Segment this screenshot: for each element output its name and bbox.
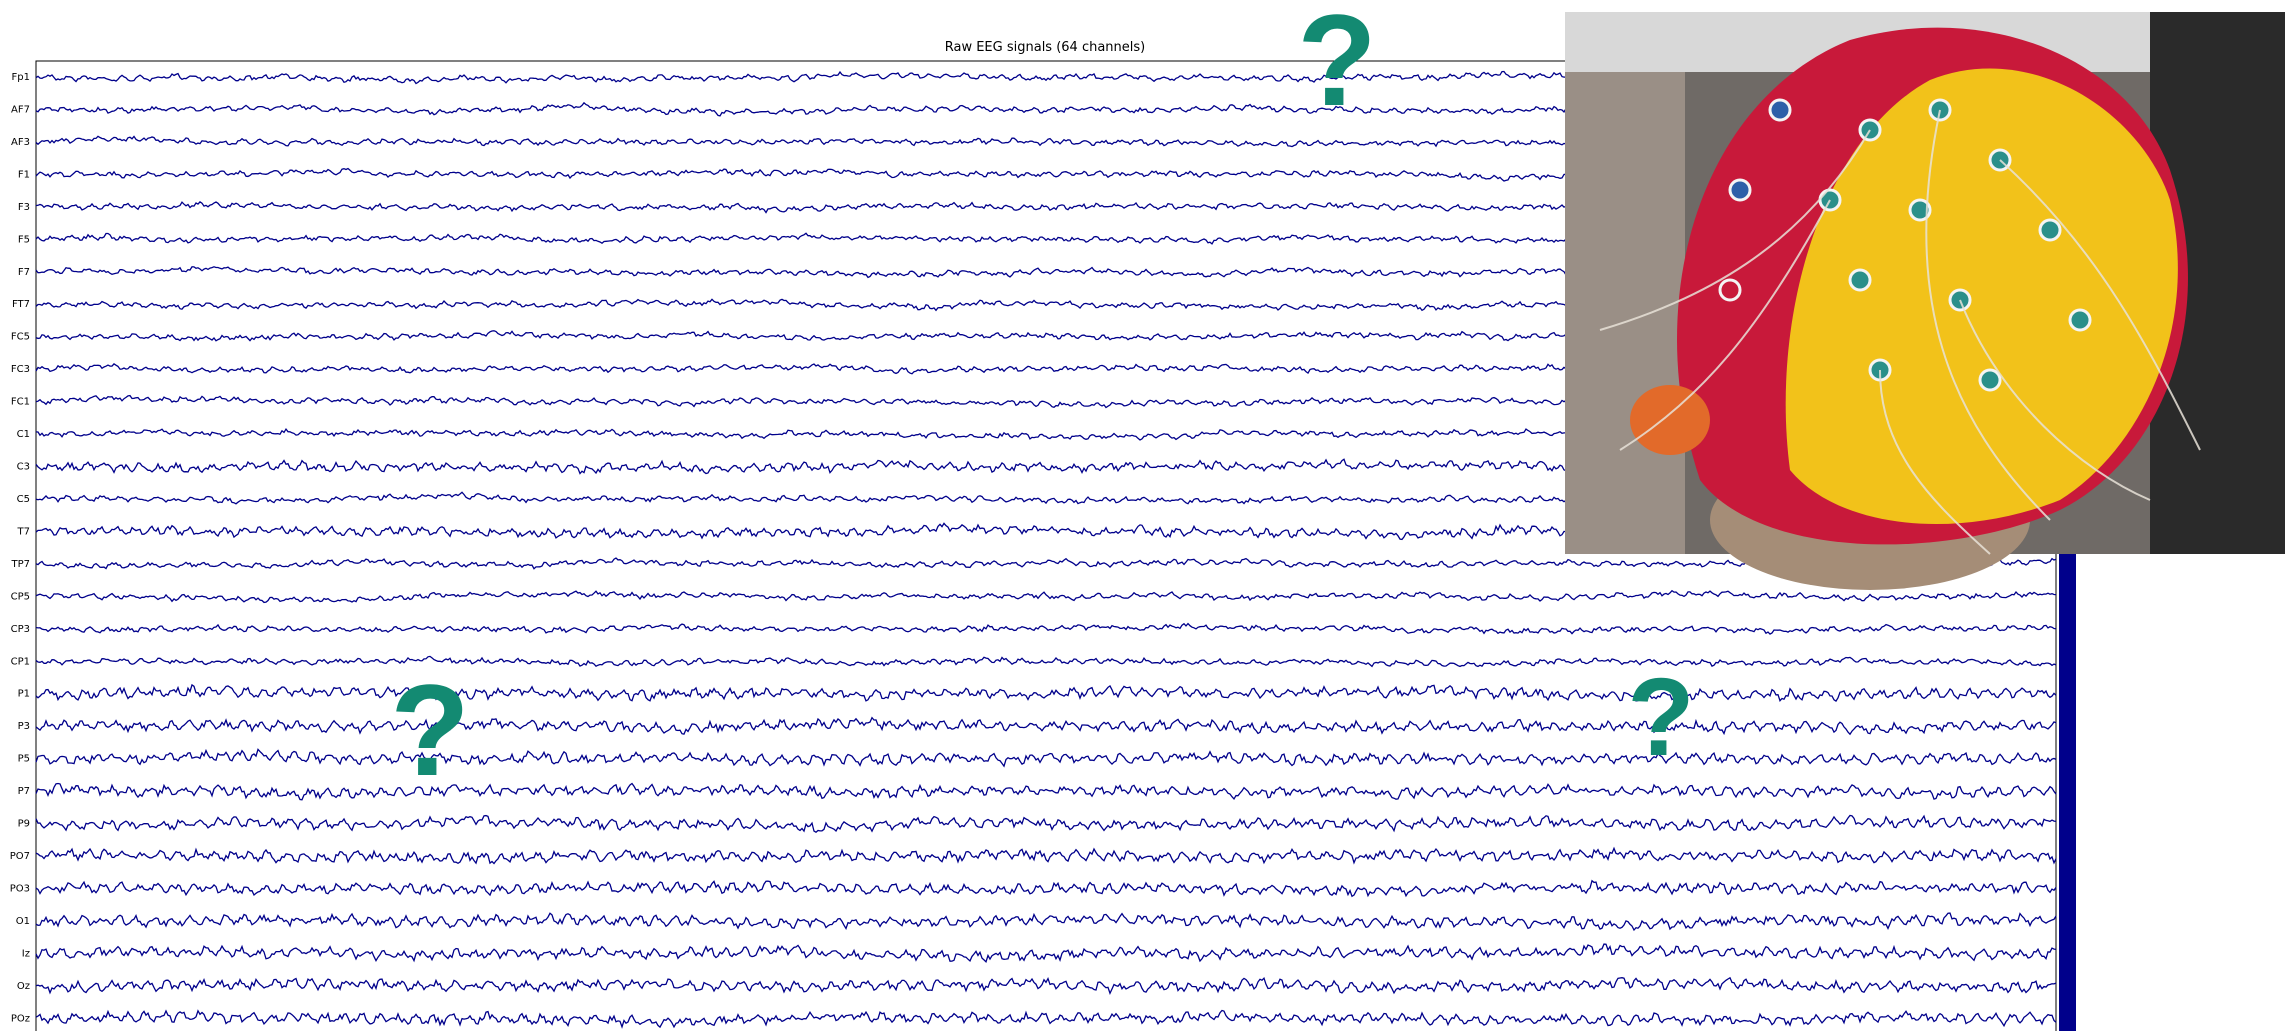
question-mark: ?: [1297, 0, 1376, 133]
channel-label: Iz: [22, 948, 30, 959]
channel-label: CP1: [11, 656, 30, 667]
question-mark: ?: [1627, 656, 1694, 779]
channel-label: P1: [18, 689, 30, 700]
figure: Raw EEG signals (64 channels) Fp1AF7AF3F…: [0, 0, 2285, 1031]
channel-label: C5: [17, 494, 30, 505]
channel-label: PO3: [10, 884, 30, 895]
eeg-trace: [36, 784, 2056, 800]
channel-label: O1: [16, 916, 30, 927]
channel-label: P9: [18, 819, 30, 830]
eeg-trace: [36, 749, 2056, 766]
eeg-trace: [36, 816, 2056, 833]
channel-label: TP7: [10, 559, 30, 570]
eeg-trace: [36, 944, 2056, 962]
channel-label: P7: [18, 786, 30, 797]
eeg-trace: [36, 656, 2056, 666]
eeg-trace: [36, 913, 2056, 930]
channel-label: AF3: [11, 137, 30, 148]
eeg-cap-photo: [1565, 12, 2285, 590]
side-bar: [2059, 554, 2076, 1031]
channel-label: PO7: [10, 851, 30, 862]
eeg-trace: [36, 685, 2056, 701]
channel-label: FT7: [12, 299, 30, 310]
channel-label: Fp1: [12, 72, 30, 83]
channel-label: P3: [18, 721, 30, 732]
channel-label: F1: [18, 169, 30, 180]
channel-label: F7: [18, 267, 30, 278]
channel-label: T7: [17, 526, 30, 537]
page: Raw EEG signals (64 channels) Fp1AF7AF3F…: [0, 0, 2285, 1031]
channel-label: C1: [17, 429, 30, 440]
eeg-trace: [36, 978, 2056, 994]
eeg-trace: [36, 624, 2056, 635]
eeg-trace: [36, 718, 2056, 735]
channel-label: FC3: [11, 364, 30, 375]
question-mark: ?: [390, 657, 469, 803]
eeg-trace: [36, 881, 2056, 897]
eeg-trace: [36, 1011, 2056, 1028]
channel-label: CP5: [11, 591, 30, 602]
channel-label: C3: [17, 462, 30, 473]
channel-label: CP3: [11, 624, 30, 635]
channel-label: P5: [18, 754, 30, 765]
channel-labels: Fp1 AF7 AF3 F1 F3 F5 F7 FT7 FC5 FC3 FC1 C1 C3 C5 T7 TP7…: [10, 72, 30, 1024]
channel-label: Oz: [17, 981, 30, 992]
channel-label: F3: [18, 202, 30, 213]
eeg-trace: [36, 591, 2056, 603]
eeg-trace: [36, 848, 2056, 863]
channel-label: FC5: [11, 332, 30, 343]
plot-title: Raw EEG signals (64 channels): [945, 40, 1146, 55]
channel-label: F5: [18, 234, 30, 245]
channel-label: AF7: [11, 104, 30, 115]
channel-label: FC1: [11, 397, 30, 408]
channel-label: POz: [11, 1013, 30, 1024]
